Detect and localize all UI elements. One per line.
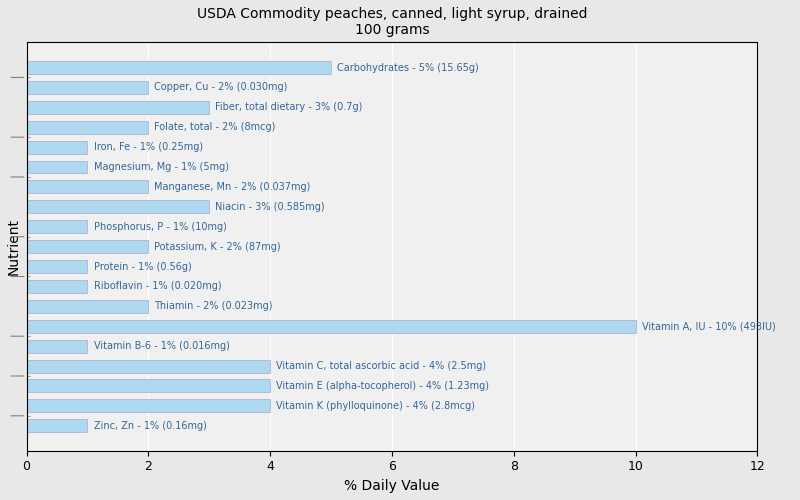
Text: Carbohydrates - 5% (15.65g): Carbohydrates - 5% (15.65g)	[337, 62, 479, 72]
Text: Vitamin E (alpha-tocopherol) - 4% (1.23mg): Vitamin E (alpha-tocopherol) - 4% (1.23m…	[276, 381, 490, 391]
Bar	[26, 360, 270, 372]
Text: Vitamin A, IU - 10% (493IU): Vitamin A, IU - 10% (493IU)	[642, 321, 775, 331]
Bar	[26, 220, 87, 233]
Bar	[26, 380, 270, 392]
Bar	[26, 260, 87, 273]
Bar	[26, 120, 148, 134]
Bar	[26, 240, 148, 253]
Text: Iron, Fe - 1% (0.25mg): Iron, Fe - 1% (0.25mg)	[94, 142, 202, 152]
Bar	[26, 320, 636, 332]
Bar	[26, 160, 87, 173]
Text: Copper, Cu - 2% (0.030mg): Copper, Cu - 2% (0.030mg)	[154, 82, 288, 92]
Text: Thiamin - 2% (0.023mg): Thiamin - 2% (0.023mg)	[154, 302, 273, 312]
Bar	[26, 200, 210, 213]
Bar	[26, 340, 87, 352]
Text: Zinc, Zn - 1% (0.16mg): Zinc, Zn - 1% (0.16mg)	[94, 421, 206, 431]
Bar	[26, 300, 148, 313]
X-axis label: % Daily Value: % Daily Value	[344, 479, 440, 493]
Text: Magnesium, Mg - 1% (5mg): Magnesium, Mg - 1% (5mg)	[94, 162, 229, 172]
Bar	[26, 400, 270, 412]
Title: USDA Commodity peaches, canned, light syrup, drained
100 grams: USDA Commodity peaches, canned, light sy…	[197, 7, 587, 37]
Text: Folate, total - 2% (8mcg): Folate, total - 2% (8mcg)	[154, 122, 276, 132]
Text: Vitamin C, total ascorbic acid - 4% (2.5mg): Vitamin C, total ascorbic acid - 4% (2.5…	[276, 361, 486, 371]
Bar	[26, 420, 87, 432]
Y-axis label: Nutrient: Nutrient	[7, 218, 21, 275]
Bar	[26, 180, 148, 194]
Bar	[26, 140, 87, 153]
Text: Potassium, K - 2% (87mg): Potassium, K - 2% (87mg)	[154, 242, 281, 252]
Text: Vitamin K (phylloquinone) - 4% (2.8mcg): Vitamin K (phylloquinone) - 4% (2.8mcg)	[276, 401, 475, 411]
Text: Protein - 1% (0.56g): Protein - 1% (0.56g)	[94, 262, 191, 272]
Text: Riboflavin - 1% (0.020mg): Riboflavin - 1% (0.020mg)	[94, 282, 221, 292]
Bar	[26, 81, 148, 94]
Text: Vitamin B-6 - 1% (0.016mg): Vitamin B-6 - 1% (0.016mg)	[94, 341, 230, 351]
Bar	[26, 280, 87, 293]
Text: Phosphorus, P - 1% (10mg): Phosphorus, P - 1% (10mg)	[94, 222, 226, 232]
Bar	[26, 61, 331, 74]
Text: Fiber, total dietary - 3% (0.7g): Fiber, total dietary - 3% (0.7g)	[215, 102, 362, 113]
Bar	[26, 101, 210, 114]
Text: Manganese, Mn - 2% (0.037mg): Manganese, Mn - 2% (0.037mg)	[154, 182, 310, 192]
Text: Niacin - 3% (0.585mg): Niacin - 3% (0.585mg)	[215, 202, 325, 212]
